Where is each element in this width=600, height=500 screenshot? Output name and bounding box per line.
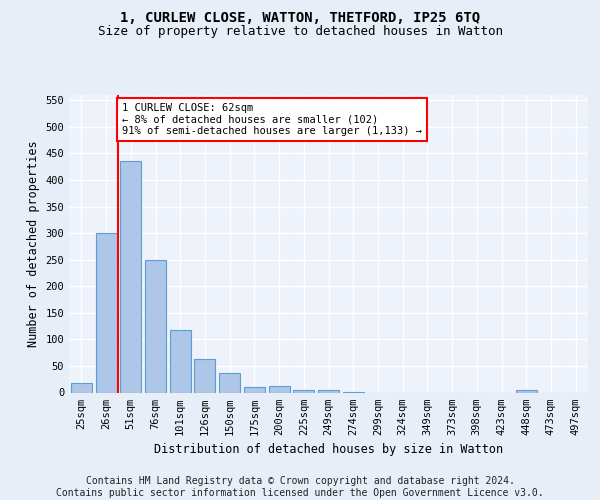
- Bar: [145, 260, 166, 392]
- Text: Contains HM Land Registry data © Crown copyright and database right 2024.
Contai: Contains HM Land Registry data © Crown c…: [56, 476, 544, 498]
- Bar: [269, 386, 290, 392]
- Bar: [516, 390, 537, 392]
- Bar: [120, 162, 141, 392]
- Text: Size of property relative to detached houses in Watton: Size of property relative to detached ho…: [97, 25, 503, 38]
- X-axis label: Distribution of detached houses by size in Watton: Distribution of detached houses by size …: [154, 443, 503, 456]
- Bar: [194, 359, 215, 392]
- Bar: [293, 390, 314, 392]
- Bar: [219, 373, 240, 392]
- Text: 1, CURLEW CLOSE, WATTON, THETFORD, IP25 6TQ: 1, CURLEW CLOSE, WATTON, THETFORD, IP25 …: [120, 11, 480, 25]
- Bar: [170, 330, 191, 392]
- Bar: [71, 383, 92, 392]
- Bar: [318, 390, 339, 392]
- Bar: [244, 387, 265, 392]
- Bar: [95, 233, 116, 392]
- Text: 1 CURLEW CLOSE: 62sqm
← 8% of detached houses are smaller (102)
91% of semi-deta: 1 CURLEW CLOSE: 62sqm ← 8% of detached h…: [122, 103, 422, 136]
- Y-axis label: Number of detached properties: Number of detached properties: [27, 140, 40, 347]
